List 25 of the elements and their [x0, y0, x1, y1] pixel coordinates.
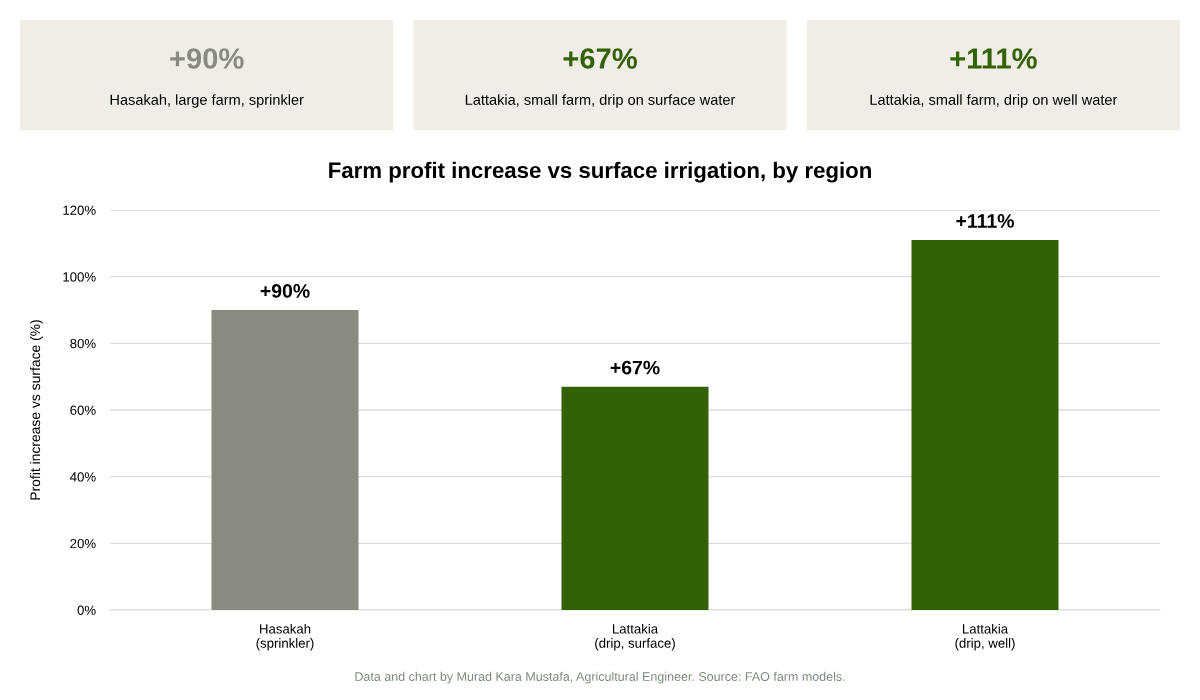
y-tick-label: 60%	[70, 405, 96, 415]
text: Hasakah, large farm, sprinkler	[110, 94, 304, 108]
y-axis-title: Profit increase vs surface (%)	[29, 320, 43, 500]
y-tick-label: 100%	[63, 272, 96, 282]
bar	[211, 310, 359, 610]
y-tick-label: 40%	[70, 472, 96, 482]
x-tick-label: Lattakia (drip, well)	[955, 623, 1015, 651]
bar	[561, 386, 709, 610]
text: Lattakia, small farm, drip on surface water	[465, 94, 736, 108]
y-tick-label: 80%	[70, 338, 96, 349]
text: +90%	[170, 48, 244, 69]
data-label: +111%	[956, 214, 1014, 228]
text: Lattakia, small farm, drip on well water	[870, 94, 1118, 108]
data-label: +90%	[260, 284, 310, 298]
y-tick-label: 0%	[77, 605, 96, 615]
y-tick-label: 120%	[63, 205, 96, 215]
chart-title: Farm profit increase vs surface irrigation, by region	[329, 161, 871, 183]
data-label: +67%	[610, 360, 660, 375]
text: Data and chart by Murad Kara Mustafa, Agricultural Engineer. Source: FAO farm models.	[355, 671, 845, 684]
y-tick-label: 20%	[70, 538, 96, 549]
bar	[911, 240, 1059, 610]
x-tick-label: Hasakah (sprinkler)	[256, 623, 314, 651]
x-tick-label: Lattakia (drip, surface)	[595, 623, 675, 651]
text: +111%	[950, 48, 1037, 69]
text: +67%	[563, 48, 637, 69]
